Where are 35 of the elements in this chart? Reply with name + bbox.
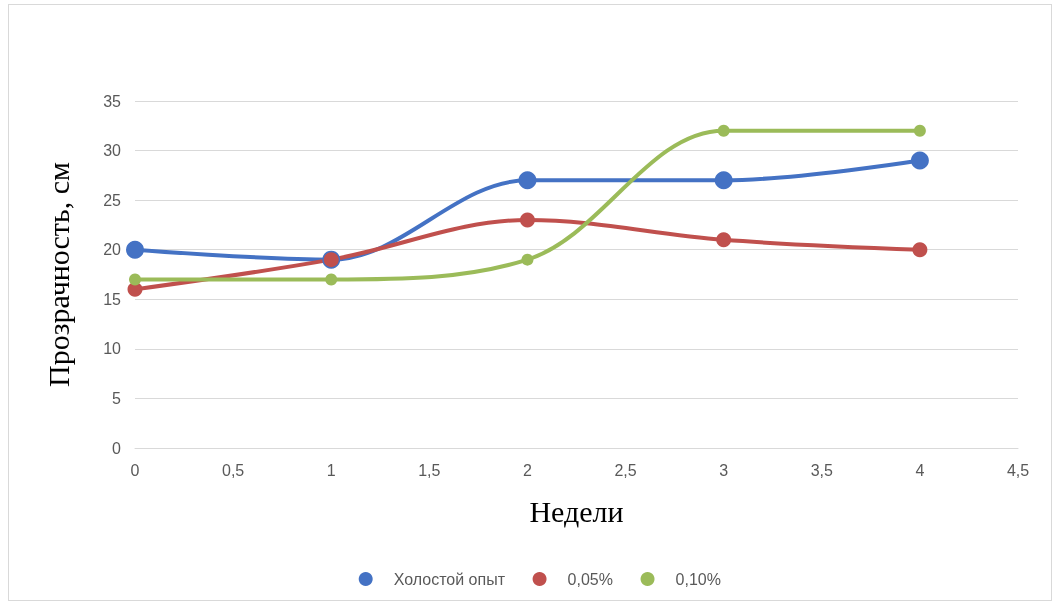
x-tick-label: 0 xyxy=(130,461,140,479)
x-axis-title: Недели xyxy=(529,494,624,528)
x-tick-label: 4,5 xyxy=(1006,461,1030,479)
point xyxy=(910,151,929,170)
y-tick-label: 10 xyxy=(103,340,122,358)
y-tick-label: 0 xyxy=(112,439,122,457)
x-tick-label: 4 xyxy=(915,461,925,479)
y-tick-label: 35 xyxy=(103,92,122,110)
legend-label: 0,10% xyxy=(675,570,721,588)
point xyxy=(518,171,537,190)
point xyxy=(325,273,338,286)
y-tick-label: 5 xyxy=(112,389,122,407)
y-tick-label: 30 xyxy=(103,142,122,160)
point xyxy=(912,242,928,258)
y-tick-label: 20 xyxy=(103,241,122,259)
point xyxy=(519,212,535,228)
point xyxy=(913,124,926,137)
x-tick-label: 1 xyxy=(326,461,336,479)
point xyxy=(716,232,732,248)
x-tick-label: 3 xyxy=(719,461,729,479)
point xyxy=(714,171,733,190)
x-tick-label: 0,5 xyxy=(221,461,245,479)
x-tick-label: 2 xyxy=(522,461,532,479)
point xyxy=(126,240,144,259)
y-tick-label: 25 xyxy=(103,191,122,209)
x-tick-label: 1,5 xyxy=(418,461,441,479)
legend-label: 0,05% xyxy=(567,570,613,588)
point xyxy=(129,273,141,286)
y-tick-label: 15 xyxy=(103,290,122,308)
x-tick-label: 3,5 xyxy=(810,461,833,479)
point xyxy=(521,253,534,266)
x-tick-label: 2,5 xyxy=(614,461,637,479)
legend-label: Холостой опыт xyxy=(393,570,506,588)
y-axis-title: Прозрачность, см xyxy=(41,162,75,387)
point xyxy=(717,124,730,137)
